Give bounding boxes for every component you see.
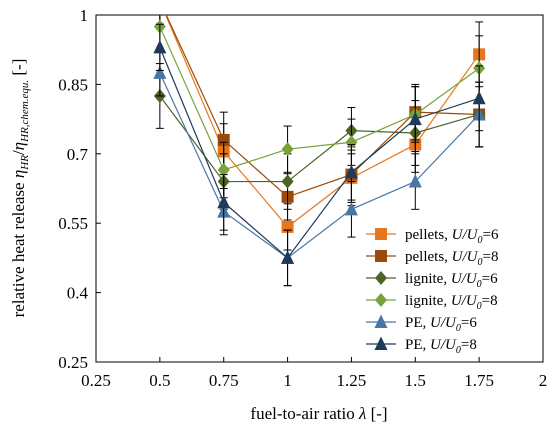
y-tick-label: 0.7 bbox=[67, 145, 89, 164]
legend-marker bbox=[375, 228, 387, 240]
series-line bbox=[159, 26, 480, 171]
data-point bbox=[217, 133, 230, 146]
x-tick-label: 0.25 bbox=[81, 371, 111, 390]
data-point bbox=[344, 164, 358, 179]
legend-marker bbox=[374, 314, 388, 328]
legend: pellets, U/U0=6 pellets, U/U0=8 lignite, U… bbox=[366, 227, 499, 356]
legend-item: pellets, U/U0=8 bbox=[366, 249, 498, 268]
data-point bbox=[344, 201, 358, 216]
y-axis-ticks: 0.25 0.4 0.55 0.7 0.85 1 bbox=[58, 6, 101, 372]
series-layer bbox=[153, 0, 486, 287]
legend-marker bbox=[375, 250, 387, 262]
legend-label: PE, U/U0=6 bbox=[405, 315, 477, 334]
x-tick-label: 2 bbox=[539, 371, 548, 390]
plot-frame bbox=[95, 14, 544, 363]
data-point bbox=[408, 111, 422, 126]
data-point bbox=[281, 250, 295, 264]
legend-item: lignite, U/U0=6 bbox=[366, 271, 498, 290]
y-tick-label: 1 bbox=[80, 6, 89, 25]
data-point bbox=[281, 174, 294, 189]
legend-label: pellets, U/U0=6 bbox=[405, 227, 499, 246]
legend-marker bbox=[375, 293, 387, 307]
legend-label: PE, U/U0=8 bbox=[405, 337, 477, 356]
data-point bbox=[345, 135, 358, 150]
legend-label: lignite, U/U0=8 bbox=[405, 293, 498, 312]
y-tick-label: 0.25 bbox=[58, 353, 88, 372]
series-line bbox=[165, 15, 480, 198]
data-point bbox=[408, 174, 422, 188]
x-tick-label: 1.25 bbox=[337, 371, 367, 390]
series-2 bbox=[153, 63, 486, 210]
data-point bbox=[472, 90, 486, 105]
x-axis-title: fuel-to-air ratio λ [-] bbox=[250, 404, 387, 423]
legend-marker bbox=[374, 336, 388, 350]
x-tick-label: 0.75 bbox=[209, 371, 239, 390]
series-line bbox=[159, 72, 480, 259]
x-axis-ticks: 0.25 0.5 0.75 1 1.25 1.5 1.75 2 bbox=[81, 357, 547, 390]
x-tick-label: 1.75 bbox=[464, 371, 494, 390]
x-tick-label: 1.5 bbox=[405, 371, 426, 390]
legend-marker bbox=[375, 271, 387, 285]
data-point bbox=[217, 162, 230, 177]
y-tick-label: 0.85 bbox=[58, 75, 88, 94]
series-5 bbox=[153, 23, 486, 287]
data-point bbox=[154, 0, 166, 7]
legend-label: pellets, U/U0=8 bbox=[405, 249, 498, 268]
legend-item: PE, U/U0=8 bbox=[366, 336, 477, 356]
x-tick-label: 0.5 bbox=[149, 371, 170, 390]
legend-label: lignite, U/U0=6 bbox=[405, 271, 498, 290]
series-1 bbox=[154, 0, 486, 221]
data-point bbox=[153, 39, 167, 54]
data-point bbox=[281, 142, 294, 157]
y-axis-title: relative heat release ηHR/ηHR,chem.equ. … bbox=[9, 59, 31, 318]
legend-item: pellets, U/U0=6 bbox=[366, 227, 499, 246]
legend-item: PE, U/U0=6 bbox=[366, 314, 477, 334]
y-tick-label: 0.55 bbox=[58, 214, 88, 233]
data-point bbox=[217, 194, 231, 209]
x-tick-label: 1 bbox=[283, 371, 292, 390]
data-point bbox=[153, 65, 167, 79]
legend-item: lignite, U/U0=8 bbox=[366, 293, 498, 312]
y-tick-label: 0.4 bbox=[67, 284, 89, 303]
series-line bbox=[159, 95, 480, 183]
data-point bbox=[154, 0, 166, 7]
series-line bbox=[159, 47, 480, 259]
